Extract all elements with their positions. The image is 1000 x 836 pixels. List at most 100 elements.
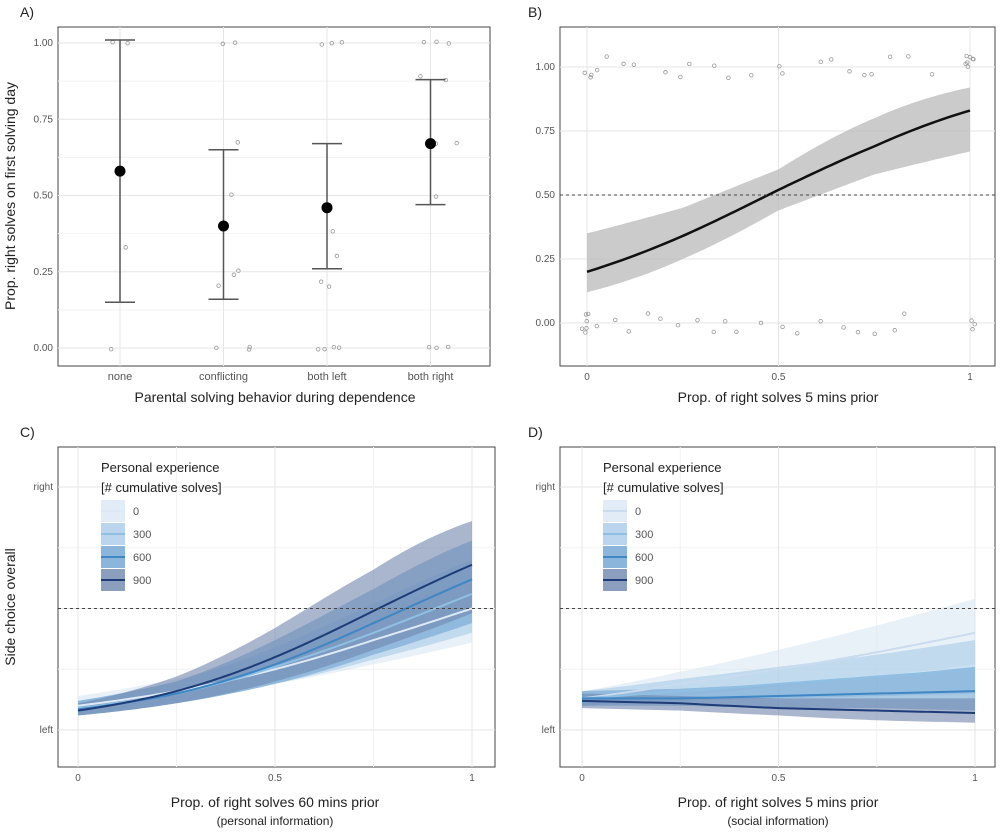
y-tick-label: 0.75 [536, 126, 556, 137]
y-tick-label: 0.50 [34, 191, 54, 202]
legend-label: 600 [133, 552, 151, 564]
raw-point [446, 41, 452, 46]
panel-d-xlabel: Prop. of right solves 5 mins prior [678, 794, 879, 810]
x-tick-label: 0.5 [772, 372, 786, 383]
raw-point [892, 328, 897, 333]
legend-label: 0 [635, 506, 641, 518]
mean-point [114, 165, 126, 177]
raw-point [675, 323, 681, 328]
y-tick-label: 1.00 [536, 62, 556, 73]
raw-point [446, 344, 451, 350]
raw-point [734, 329, 739, 334]
raw-point [322, 346, 327, 352]
panel-c: left right 0 0.5 1 Personal experience [# cumu… [34, 446, 496, 784]
raw-point [594, 67, 600, 73]
y-tick-label: 0.50 [536, 190, 556, 201]
raw-point [586, 311, 591, 317]
raw-point [855, 329, 861, 335]
raw-point [232, 40, 238, 45]
raw-point [970, 327, 975, 332]
raw-point [695, 318, 700, 323]
legend-label: 900 [133, 575, 151, 587]
panel-d-label: D) [528, 424, 543, 440]
raw-point [247, 344, 252, 350]
raw-point [818, 318, 823, 324]
raw-point [902, 311, 907, 316]
mean-point [321, 202, 333, 214]
raw-point [433, 194, 439, 199]
raw-point [777, 64, 782, 69]
x-tick-label: 0 [579, 773, 585, 784]
raw-point [780, 324, 785, 330]
y-tick-label: 0.00 [536, 318, 556, 329]
fit-line-600 [582, 690, 976, 700]
raw-point [418, 74, 423, 79]
raw-point [887, 54, 893, 60]
x-tick-label: 1 [469, 773, 475, 784]
x-tick-label: 1 [972, 773, 978, 784]
legend-label: 900 [635, 575, 653, 587]
raw-point [426, 345, 432, 350]
raw-point [326, 284, 332, 289]
x-tick-label: both right [408, 371, 454, 383]
raw-point [964, 53, 969, 59]
x-tick-label: none [108, 371, 132, 383]
raw-point [594, 323, 600, 329]
raw-point [315, 347, 321, 352]
raw-point [334, 253, 340, 259]
x-tick-label: conflicting [199, 371, 248, 383]
raw-point [929, 72, 935, 77]
raw-point [626, 329, 631, 334]
y-tick-label: left [40, 725, 54, 736]
raw-point [970, 56, 976, 62]
raw-point [869, 72, 874, 77]
panel-c-xlabel2: (personal information) [217, 814, 334, 828]
fit-line-900 [581, 699, 976, 714]
legend-label: 300 [635, 529, 653, 541]
raw-point [841, 325, 846, 330]
raw-point [780, 71, 785, 76]
raw-point [339, 40, 345, 45]
raw-point [795, 331, 800, 336]
y-tick-label: 0.25 [34, 267, 54, 278]
raw-point [454, 140, 459, 146]
raw-point [434, 345, 439, 351]
x-tick-label: 0 [584, 372, 590, 383]
legend-label: 0 [133, 506, 139, 518]
raw-point [687, 61, 692, 67]
raw-point [965, 60, 970, 65]
raw-point [123, 245, 128, 250]
y-tick-label: right [536, 482, 556, 493]
raw-point [645, 311, 651, 316]
panel-a: 0.00 0.25 0.50 0.75 1.00 none conflicting both … [34, 26, 491, 383]
panel-a-ylabel: Prop. right solves on first solving day [2, 82, 18, 310]
mean-point [425, 138, 436, 150]
x-tick-label: both left [307, 371, 346, 383]
plot-border [57, 26, 491, 367]
raw-point [589, 72, 594, 78]
raw-point [579, 326, 585, 331]
raw-point [658, 316, 663, 321]
raw-point [125, 40, 130, 46]
legend-label: 600 [635, 552, 653, 564]
raw-point [749, 72, 754, 78]
legend-title: Personal experience [603, 460, 722, 475]
raw-point [583, 330, 588, 335]
raw-point [712, 63, 717, 68]
raw-point [329, 40, 334, 46]
raw-point [319, 42, 325, 47]
fit-line-900 [77, 563, 473, 712]
raw-point [965, 64, 970, 69]
raw-point [216, 283, 221, 288]
raw-point [229, 192, 234, 197]
raw-point [583, 312, 589, 317]
y-tick-label: 0.00 [34, 343, 54, 354]
legend-subtitle: [# cumulative solves] [603, 480, 724, 495]
panel-c-ylabel: Side choice overall [2, 548, 18, 666]
raw-point [726, 75, 731, 80]
raw-point [331, 345, 337, 350]
raw-point [584, 318, 589, 324]
raw-point [236, 268, 241, 273]
y-tick-label: 0.75 [34, 114, 54, 125]
